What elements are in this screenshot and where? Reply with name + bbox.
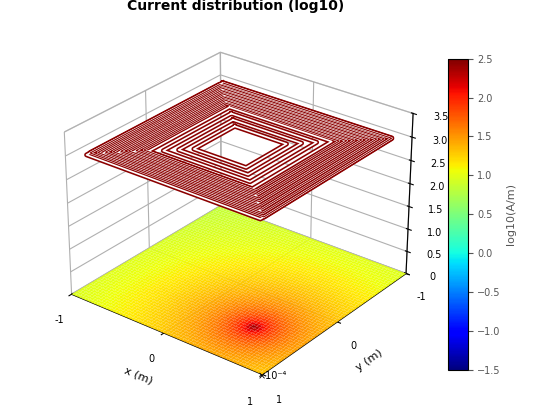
Y-axis label: log10(A/m): log10(A/m) <box>506 183 516 245</box>
Title: Current distribution (log10): Current distribution (log10) <box>127 0 344 13</box>
X-axis label: x (m): x (m) <box>123 365 154 386</box>
Y-axis label: y (m): y (m) <box>354 348 384 373</box>
